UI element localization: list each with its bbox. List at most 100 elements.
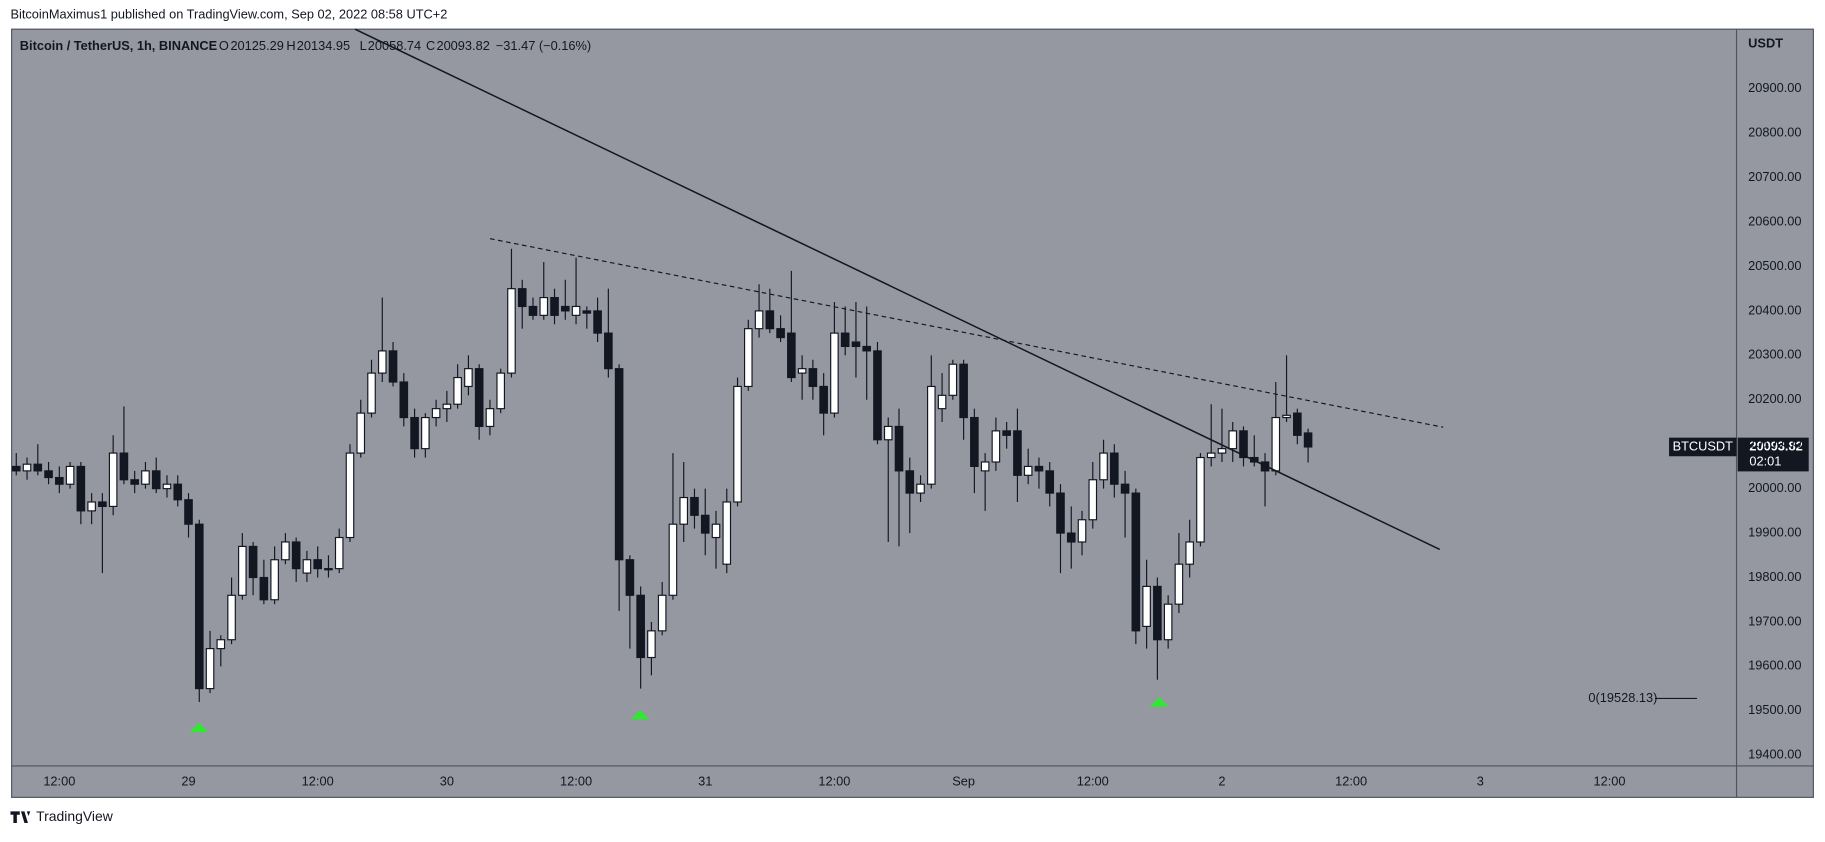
close-value: 20093.82 <box>436 38 489 53</box>
candle-body-up <box>496 372 506 410</box>
x-tick-label: 30 <box>440 774 454 789</box>
candle-body-down <box>313 559 322 570</box>
candle-body-down <box>1002 430 1011 436</box>
candle-body-up <box>1142 585 1151 627</box>
y-tick-label: 20800.00 <box>1748 125 1801 140</box>
candle-body-down <box>1110 452 1119 485</box>
candle-body-down <box>625 559 635 596</box>
candle-body-up <box>668 523 678 596</box>
candle-body-up <box>507 288 516 374</box>
candle-body-down <box>1153 585 1162 641</box>
x-tick-label: 12:00 <box>1077 774 1109 789</box>
candle-body-down <box>604 332 613 370</box>
candle-body-down <box>194 523 204 690</box>
candle-body-down <box>851 341 861 348</box>
y-tick-label: 20300.00 <box>1748 347 1801 362</box>
candle-body-down <box>959 363 968 419</box>
candle-body-up <box>1023 465 1033 476</box>
candle-body-up <box>657 594 667 632</box>
candle-body-down <box>593 310 602 334</box>
low-value: 20058.74 <box>368 38 421 53</box>
candle-body-down <box>528 305 538 316</box>
candle-body-up <box>464 368 473 388</box>
y-tick-label: 19400.00 <box>1748 747 1801 762</box>
candle-body-down <box>1013 430 1022 476</box>
candle-body-down <box>291 541 301 570</box>
y-tick-label: 20200.00 <box>1748 391 1801 406</box>
candle-body-up <box>453 376 462 405</box>
candle-body-up <box>1099 452 1108 481</box>
y-tick-label: 20700.00 <box>1748 169 1801 184</box>
candle-body-down <box>1120 483 1130 494</box>
candle-body-up <box>1206 452 1216 459</box>
candle-body-up <box>270 559 279 601</box>
candle-body-up <box>442 403 452 410</box>
candle-body-up <box>937 394 947 410</box>
candle-body-up <box>797 368 807 374</box>
candle-body-down <box>184 499 193 525</box>
candle-body-up <box>1217 448 1227 454</box>
candle-body-down <box>700 514 710 534</box>
candle-body-up <box>324 568 333 571</box>
x-tick-label: 31 <box>698 774 712 789</box>
candle-body-down <box>11 465 21 472</box>
y-tick-label: 20900.00 <box>1748 80 1801 95</box>
candle-body-down <box>550 296 559 316</box>
change-value: −31.47 (−0.16%) <box>496 38 591 53</box>
high-value: 20134.95 <box>297 38 350 53</box>
y-tick-label: 20400.00 <box>1748 302 1801 317</box>
x-tick-label: Sep <box>952 774 975 789</box>
x-tick-label: 12:00 <box>1335 774 1367 789</box>
candle-body-up <box>302 559 312 574</box>
candle-body-down <box>560 305 570 312</box>
y-tick-label: 20000.00 <box>1748 480 1801 495</box>
candle-body-up <box>754 310 764 330</box>
ohlc-label: L <box>360 38 367 53</box>
candle-body-down <box>776 328 785 339</box>
logo-icon <box>10 811 31 823</box>
candle-body-up <box>830 332 839 414</box>
buy-marker <box>630 710 650 720</box>
candle-body-down <box>1066 532 1076 543</box>
buy-marker <box>1149 697 1169 707</box>
candle-body-up <box>281 541 290 561</box>
candle-body-up <box>991 430 1001 463</box>
candle-body-up <box>980 461 990 472</box>
candle-body-up <box>722 501 732 565</box>
candle-body-down <box>1303 432 1313 448</box>
y-tick-label: 19900.00 <box>1748 524 1801 539</box>
candle-body-down <box>130 479 139 485</box>
trend-line <box>354 28 1441 551</box>
candle-body-up <box>108 452 118 508</box>
candle-body-up <box>927 385 936 485</box>
candle-body-up <box>883 425 893 441</box>
y-tick-label: 20500.00 <box>1748 258 1801 273</box>
publisher-line: BitcoinMaximus1 published on TradingView… <box>10 7 447 22</box>
candle-body-down <box>151 470 161 490</box>
candle-body-up <box>1077 519 1087 543</box>
candle-body-down <box>1131 492 1141 632</box>
bar-countdown: 02:01 <box>1749 453 1781 468</box>
candle-body-down <box>862 345 872 352</box>
candle-body-down <box>582 310 592 314</box>
candle-body-down <box>44 470 53 479</box>
x-tick-label: 12:00 <box>302 774 334 789</box>
symbol-title: Bitcoin / TetherUS, 1h, BINANCE <box>20 38 218 53</box>
fib-level-label: 0(19528.13) <box>1588 690 1657 705</box>
y-tick-label: 19600.00 <box>1748 658 1801 673</box>
x-tick-label: 12:00 <box>560 774 592 789</box>
candle-body-down <box>690 496 699 516</box>
candle-body-up <box>367 372 376 414</box>
candle-body-down <box>636 594 645 659</box>
candles <box>11 248 1313 702</box>
candle-body-up <box>22 463 32 472</box>
candle-body-down <box>55 476 64 485</box>
open-value: 20125.29 <box>230 38 283 53</box>
candle-body-down <box>248 545 258 579</box>
y-tick-label: 19700.00 <box>1748 613 1801 628</box>
candle-body-up <box>916 483 925 494</box>
candle-body-down <box>840 332 850 348</box>
symbol-tag-label: BTCUSDT <box>1673 438 1734 453</box>
candle-body-up <box>431 408 441 419</box>
candle-body-up <box>733 385 742 503</box>
